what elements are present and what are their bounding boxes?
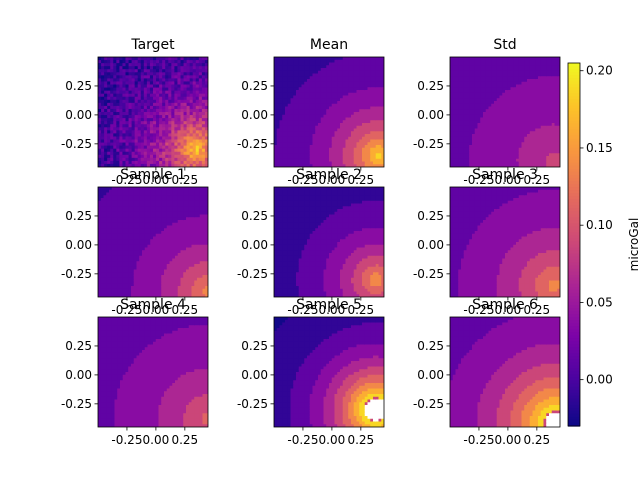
panel-sample-3: Sample 30.250.00-0.25-0.25 0.00 0.25 xyxy=(413,167,561,317)
x-tick-label: -0.25 xyxy=(111,433,142,447)
panel-sample-6: Sample 60.250.00-0.25-0.25 0.00 0.25 xyxy=(413,297,561,447)
x-tick-label: 0.25 xyxy=(171,173,198,187)
x-tick-label: -0.25 xyxy=(111,173,142,187)
panel-title: Sample 1 xyxy=(120,167,186,183)
y-tick-label: 0.25 xyxy=(417,209,444,223)
colorbar-tick-label: 0.20 xyxy=(586,64,613,78)
y-tick-label: -0.25 xyxy=(237,267,268,281)
y-tick-label: 0.00 xyxy=(241,108,268,122)
y-tick-label: -0.25 xyxy=(413,137,444,151)
axes-frame xyxy=(97,56,209,168)
x-tick-label: 0.00 xyxy=(143,433,170,447)
y-tick-label: 0.25 xyxy=(65,339,92,353)
heatmap-image xyxy=(98,57,208,167)
panel-sample-5: Sample 50.250.00-0.25-0.25 0.00 0.25 xyxy=(237,297,385,447)
y-tick-label: 0.00 xyxy=(417,368,444,382)
panel-sample-1: Sample 10.250.00-0.25-0.25 0.00 0.25 xyxy=(61,167,209,317)
y-tick-label: 0.25 xyxy=(241,79,268,93)
colorbar-frame xyxy=(567,62,581,427)
colorbar-tick-label: 0.05 xyxy=(586,295,613,309)
axes-frame xyxy=(273,316,385,428)
colorbar: 0.00 0.05 0.10 0.15 0.20 microGal xyxy=(567,62,640,427)
axes-frame xyxy=(97,316,209,428)
panel-title: Sample 5 xyxy=(296,297,362,313)
heatmap-image xyxy=(450,187,560,297)
x-tick-label: 0.25 xyxy=(347,433,374,447)
x-tick-label: 0.00 xyxy=(143,303,170,317)
colorbar-label: microGal xyxy=(627,218,640,272)
heatmap-image xyxy=(274,57,384,167)
axes-frame xyxy=(449,316,561,428)
y-tick-label: -0.25 xyxy=(61,137,92,151)
y-tick-label: 0.25 xyxy=(65,79,92,93)
x-tick-label: -0.25 xyxy=(287,303,318,317)
y-tick-label: 0.00 xyxy=(65,108,92,122)
x-tick-label: -0.25 xyxy=(463,173,494,187)
x-tick-label: 0.25 xyxy=(523,173,550,187)
panel-title: Target xyxy=(130,37,175,53)
heatmap-image xyxy=(274,317,384,427)
heatmap-image xyxy=(450,317,560,427)
x-tick-label: 0.25 xyxy=(523,303,550,317)
colorbar-tick-label: 0.15 xyxy=(586,141,613,155)
heatmap-image xyxy=(450,57,560,167)
y-tick-label: 0.25 xyxy=(241,339,268,353)
panel-title: Sample 6 xyxy=(472,297,538,313)
y-tick-label: 0.00 xyxy=(241,368,268,382)
x-tick-label: 0.25 xyxy=(347,173,374,187)
y-tick-label: 0.25 xyxy=(65,209,92,223)
x-tick-label: -0.25 xyxy=(463,433,494,447)
x-tick-label: 0.00 xyxy=(495,433,522,447)
y-tick-label: -0.25 xyxy=(413,267,444,281)
y-tick-label: 0.00 xyxy=(417,108,444,122)
colorbar-tick-label: 0.00 xyxy=(586,373,613,387)
heatmap-image xyxy=(98,317,208,427)
x-tick-label: 0.25 xyxy=(347,303,374,317)
y-tick-label: -0.25 xyxy=(413,397,444,411)
x-tick-label: 0.00 xyxy=(495,303,522,317)
y-tick-label: 0.00 xyxy=(65,368,92,382)
x-tick-label: 0.00 xyxy=(319,173,346,187)
x-tick-label: 0.00 xyxy=(495,173,522,187)
x-tick-label: -0.25 xyxy=(287,173,318,187)
y-tick-label: 0.00 xyxy=(65,238,92,252)
axes-frame xyxy=(449,56,561,168)
x-tick-label: 0.00 xyxy=(319,303,346,317)
panel-title: Sample 2 xyxy=(296,167,362,183)
x-tick-label: 0.25 xyxy=(523,433,550,447)
heatmap-image xyxy=(274,187,384,297)
panel-title: Sample 4 xyxy=(120,297,186,313)
y-tick-label: 0.25 xyxy=(241,209,268,223)
colorbar-tick-label: 0.10 xyxy=(586,218,613,232)
y-tick-label: 0.00 xyxy=(241,238,268,252)
y-tick-label: -0.25 xyxy=(61,267,92,281)
axes-frame xyxy=(97,186,209,298)
y-tick-label: -0.25 xyxy=(237,397,268,411)
axes-frame xyxy=(449,186,561,298)
x-tick-label: 0.00 xyxy=(143,173,170,187)
heatmap-image xyxy=(98,187,208,297)
axes-frame xyxy=(273,56,385,168)
y-tick-label: 0.00 xyxy=(417,238,444,252)
x-tick-label: 0.00 xyxy=(319,433,346,447)
x-tick-label: -0.25 xyxy=(111,303,142,317)
axes-frame xyxy=(273,186,385,298)
panel-sample-4: Sample 40.250.00-0.25-0.25 0.00 0.25 xyxy=(61,297,209,447)
y-tick-label: -0.25 xyxy=(61,397,92,411)
x-tick-label: 0.25 xyxy=(171,433,198,447)
panel-title: Mean xyxy=(310,37,348,53)
panel-title: Std xyxy=(493,37,516,53)
y-tick-label: 0.25 xyxy=(417,79,444,93)
panel-title: Sample 3 xyxy=(472,167,538,183)
x-tick-label: -0.25 xyxy=(287,433,318,447)
x-tick-label: 0.25 xyxy=(171,303,198,317)
y-tick-label: 0.25 xyxy=(417,339,444,353)
y-tick-label: -0.25 xyxy=(237,137,268,151)
panel-sample-2: Sample 20.250.00-0.25-0.25 0.00 0.25 xyxy=(237,167,385,317)
x-tick-label: -0.25 xyxy=(463,303,494,317)
